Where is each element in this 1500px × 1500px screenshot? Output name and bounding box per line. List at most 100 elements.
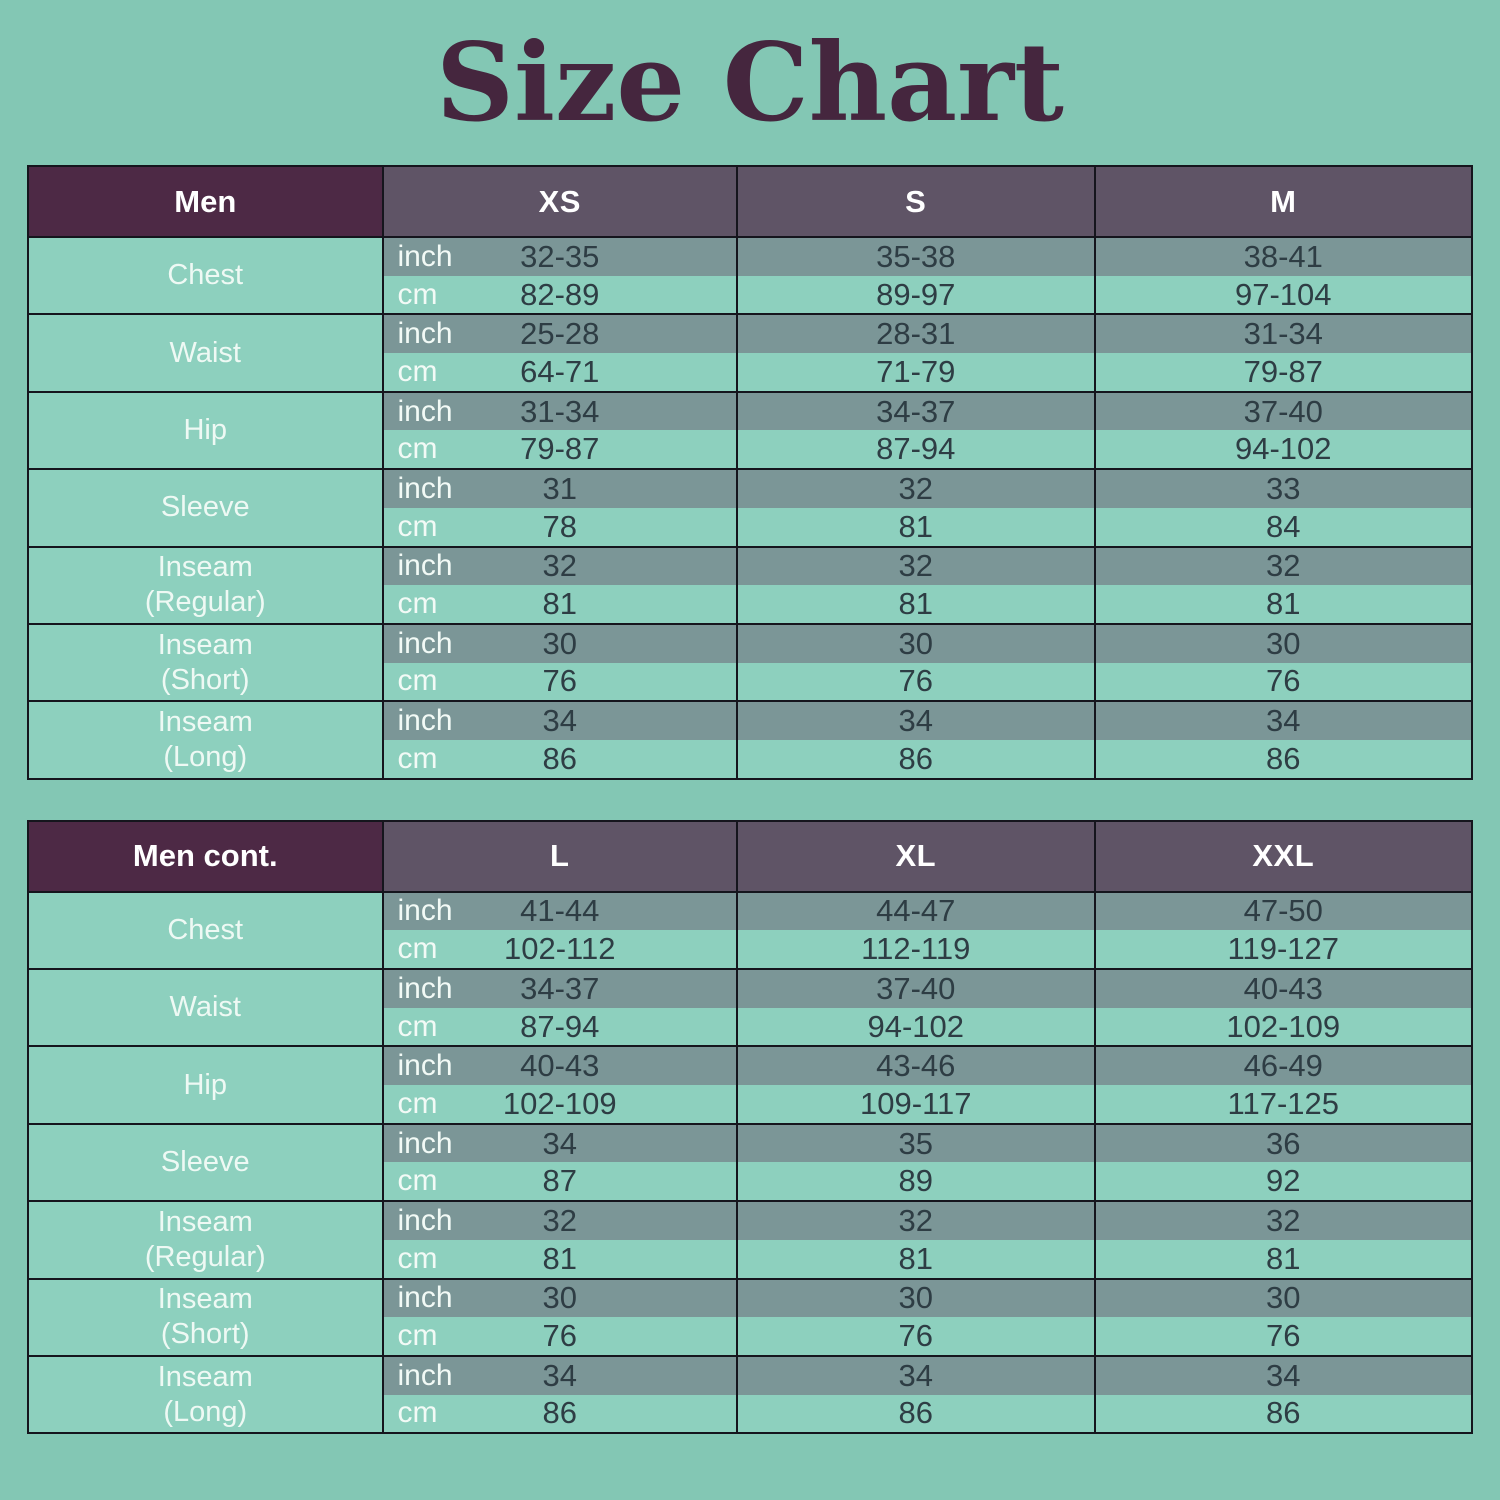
value-cell: 36 [1093,1122,1474,1163]
size-value: 81 [542,586,577,622]
measurement-row-inch: Waist inch 34-37 37-40 40-43 [27,967,1474,1048]
row-label-cell: Hip [27,390,384,471]
value-cell: cm 102-112 [381,930,738,970]
size-value: 30 [542,1280,577,1316]
value-cell: 119-127 [1093,930,1474,970]
size-value: 31 [542,470,577,506]
unit-label: inch [397,704,453,738]
measurement-row-inch: Inseam (Long) inch 34 34 34 [27,700,1474,780]
size-value: 79-87 [1243,353,1323,389]
value-cell: 34 [1093,700,1474,740]
value-cell: 86 [736,1394,1096,1435]
measurement-row-cm: cm 102-112 112-119 119-127 [28,930,1474,970]
value-cell: inch 25-28 [381,313,738,354]
size-value: 31-34 [1243,316,1323,352]
size-value: 87 [542,1163,577,1199]
size-value: 82-89 [520,276,600,312]
size-value: 81 [898,508,933,544]
size-value: 117-125 [1227,1085,1339,1121]
value-cell: 28-31 [736,313,1096,354]
size-value: 76 [1266,663,1301,699]
size-value: 35-38 [876,238,956,274]
measurement-row-inch: Hip inch 40-43 43-46 46-49 [27,1045,1474,1125]
measurement-row-inch: Sleeve inch 34 35 36 [27,1122,1474,1203]
row-label: Sleeve [160,491,250,524]
unit-label: inch [397,894,453,928]
size-value: 76 [542,663,577,699]
value-cell: 32 [736,1200,1096,1240]
row-sublabel: (Short) [160,663,250,696]
size-value: 25-28 [520,316,600,352]
value-cell: 86 [1093,739,1474,780]
value-cell: 79-87 [1093,353,1474,393]
unit-label: cm [397,587,438,621]
size-value: 76 [898,663,933,699]
size-value: 86 [1266,740,1301,776]
size-table-1: Men XS S M Chest inch 32-35 35-38 38-41 cm 82-89 89… [27,165,1474,780]
value-cell: cm 86 [381,739,738,780]
value-cell: cm 81 [381,585,738,625]
measurement-row-cm: cm 78 81 84 [28,507,1474,548]
value-cell: 117-125 [1093,1085,1474,1125]
value-cell: 76 [736,1317,1096,1357]
value-cell: 87-94 [736,430,1096,471]
size-value: 87-94 [876,431,956,467]
value-cell: 40-43 [1093,968,1474,1008]
row-label-cell: Inseam (Short) [27,1277,384,1357]
row-sublabel: (Long) [163,740,248,773]
value-cell: inch 31-34 [381,390,738,431]
row-label: Hip [183,414,227,447]
size-value: 76 [542,1318,577,1354]
unit-label: inch [397,471,453,505]
size-value: 34 [1266,1357,1301,1393]
size-value: 87-94 [520,1008,600,1044]
size-value: 30 [1266,1280,1301,1316]
tables-area: Men XS S M Chest inch 32-35 35-38 38-41 cm 82-89 89… [0,165,1500,1435]
value-cell: 76 [1093,1317,1474,1357]
unit-label: inch [397,1358,453,1392]
row-label: Chest [167,259,244,292]
value-cell: 38-41 [1093,236,1474,276]
header-row: Men XS S M [27,165,1474,238]
value-cell: 32 [1093,1200,1474,1240]
value-cell: 76 [1093,662,1474,703]
unit-label: inch [397,971,453,1005]
size-value: 32 [1266,1202,1301,1238]
measurement-row-cm: cm 76 76 76 [28,662,1474,703]
value-cell: 102-109 [1093,1007,1474,1048]
value-cell: inch 32 [381,545,738,586]
size-column-header: L [381,819,738,893]
value-cell: 32 [736,468,1096,508]
value-cell: inch 41-44 [381,890,738,931]
measurement-row-cm: cm 81 81 81 [28,1239,1474,1280]
page-title: Size Chart [436,19,1064,146]
value-cell: 32 [736,545,1096,586]
value-cell: 37-40 [736,968,1096,1008]
size-value: 34 [898,1357,933,1393]
unit-label: cm [397,1009,438,1043]
size-value: 34 [1266,703,1301,739]
size-value: 41-44 [520,893,600,929]
value-cell: inch 34 [381,1354,738,1395]
size-value: 89 [898,1163,933,1199]
value-cell: cm 81 [381,1239,738,1280]
header-row: Men cont. L XL XXL [27,819,1474,893]
measurement-row-cm: cm 79-87 87-94 94-102 [28,430,1474,471]
measurement-row-cm: cm 64-71 71-79 79-87 [28,353,1474,393]
size-value: 40-43 [1243,970,1323,1006]
value-cell: cm 102-109 [381,1085,738,1125]
unit-label: inch [397,1126,453,1160]
unit-label: inch [397,394,453,428]
size-value: 81 [1266,1240,1301,1276]
row-label: Waist [169,991,241,1024]
unit-label: inch [397,1203,453,1237]
unit-label: cm [397,664,438,698]
row-label: Hip [183,1068,227,1101]
row-label-cell: Sleeve [27,1122,384,1203]
measurement-row-inch: Chest inch 32-35 35-38 38-41 [27,235,1474,316]
value-cell: 81 [736,585,1096,625]
size-value: 44-47 [876,893,956,929]
measurement-row-inch: Inseam (Regular) inch 32 32 32 [27,1200,1474,1280]
value-cell: inch 32 [381,1200,738,1240]
